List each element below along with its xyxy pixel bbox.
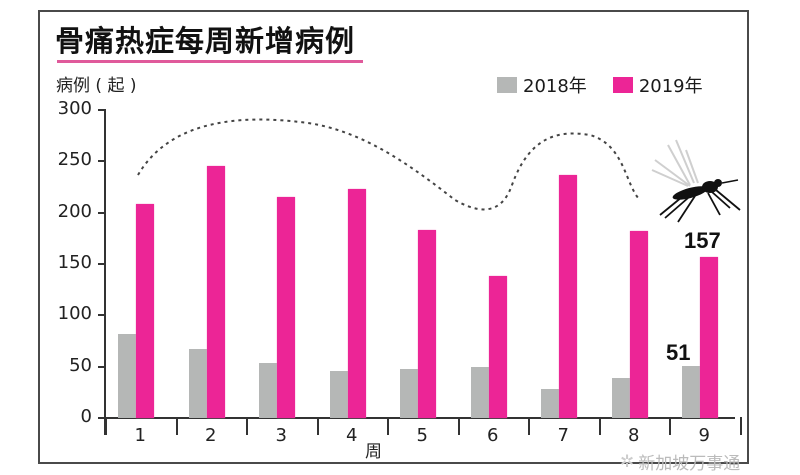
x-tick <box>175 417 178 435</box>
x-tick-label: 9 <box>698 425 710 446</box>
bar-2019年-week-2 <box>206 166 225 418</box>
y-tick-label: 300 <box>57 98 92 119</box>
bar-2018年-week-7 <box>541 389 559 418</box>
x-tick-label: 8 <box>628 425 640 446</box>
y-tick <box>98 314 105 317</box>
x-tick <box>316 417 319 435</box>
x-tick-label: 2 <box>205 425 217 446</box>
y-tick <box>98 365 105 368</box>
bar-2019年-week-6 <box>488 276 507 418</box>
x-tick <box>598 417 601 435</box>
wechat-icon: ✲ <box>620 451 635 472</box>
bar-2019年-week-3 <box>277 197 295 418</box>
bar-2018年-week-3 <box>259 362 277 418</box>
bar-2018年-week-9 <box>682 365 700 418</box>
x-tick-label: 4 <box>346 425 358 446</box>
watermark-text: 新加坡万事通 <box>638 454 741 474</box>
x-tick <box>246 417 248 435</box>
x-tick-label: 7 <box>557 425 569 446</box>
y-tick-label: 200 <box>57 200 92 222</box>
legend-label-2018: 2018年 <box>523 76 587 97</box>
callout-51: 51 <box>666 340 691 365</box>
legend-label-2019: 2019年 <box>638 76 703 97</box>
bar-2018年-week-2 <box>188 349 207 418</box>
legend-swatch-2019 <box>612 77 633 93</box>
x-tick <box>669 417 671 435</box>
legend-item-2018: 2018年 <box>497 72 587 98</box>
y-tick-label: 150 <box>57 252 92 273</box>
x-tick-label: 3 <box>275 425 287 446</box>
x-tick-label: 1 <box>134 425 146 446</box>
bar-2019年-week-9 <box>700 256 718 418</box>
bar-2018年-week-8 <box>611 377 630 418</box>
x-tick-label: 5 <box>416 425 428 446</box>
x-tick <box>739 417 742 435</box>
bar-2019年-week-7 <box>559 174 577 418</box>
chart-title: 骨痛热症每周新增病例 <box>55 24 356 58</box>
mosquito-icon <box>651 139 741 223</box>
y-tick-label: 0 <box>80 406 92 427</box>
bar-2018年-week-4 <box>329 370 348 418</box>
flight-path-dashed <box>137 118 641 211</box>
legend-item-2019: 2019年 <box>612 72 703 98</box>
x-tick-label: 6 <box>487 425 499 446</box>
bar-2019年-week-5 <box>418 230 436 418</box>
y-tick-label: 250 <box>57 149 92 171</box>
y-tick <box>98 211 105 214</box>
bar-2018年-week-1 <box>118 333 136 418</box>
bar-2018年-week-5 <box>400 368 418 418</box>
x-tick <box>528 417 530 435</box>
y-axis <box>104 109 106 435</box>
y-tick <box>98 109 105 111</box>
bar-2019年-week-4 <box>347 189 366 418</box>
y-tick <box>98 160 105 163</box>
legend-swatch-2018 <box>497 77 517 93</box>
bar-2018年-week-6 <box>470 366 489 418</box>
y-tick-label: 100 <box>57 303 92 325</box>
watermark: ✲ 新加坡万事通 <box>620 449 741 475</box>
x-tick <box>105 417 107 435</box>
legend: 2018年 2019年 <box>497 72 721 98</box>
bar-2019年-week-8 <box>629 231 648 418</box>
x-tick <box>387 417 389 435</box>
y-tick <box>98 263 105 265</box>
x-axis <box>98 417 735 419</box>
bar-2019年-week-1 <box>136 204 154 418</box>
x-axis-label: 周 <box>365 442 382 462</box>
x-tick <box>457 417 460 435</box>
title-underline <box>57 60 363 63</box>
callout-157: 157 <box>684 228 721 253</box>
y-tick-label: 50 <box>69 354 92 376</box>
y-axis-label: 病例 ( 起 ) <box>56 76 137 96</box>
